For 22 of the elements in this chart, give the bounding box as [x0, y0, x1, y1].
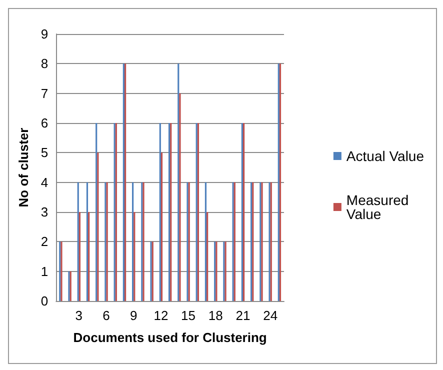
x-tick-label: 9 — [130, 308, 138, 323]
y-tick-label: 9 — [40, 26, 48, 42]
x-tick-label: 18 — [208, 308, 223, 323]
y-tick-label: 3 — [40, 204, 48, 220]
x-tick-label: 15 — [181, 308, 196, 323]
y-tick-label: 0 — [40, 294, 48, 308]
y-tick-label: 7 — [40, 86, 48, 101]
y-tick-label: 4 — [40, 174, 48, 190]
x-tick-label: 6 — [102, 308, 110, 323]
legend-label: Measured Value — [346, 192, 413, 222]
x-tick-label: 24 — [263, 308, 278, 323]
x-axis-title: Documents used for Clustering — [73, 330, 267, 345]
y-axis-title: No of cluster — [16, 128, 31, 208]
y-tick-label: 6 — [40, 116, 48, 130]
x-tick-label: 21 — [236, 308, 250, 323]
legend-label: Actual Value — [346, 148, 424, 164]
y-tick-label: 8 — [40, 56, 48, 72]
y-tick-label: 5 — [40, 145, 48, 160]
y-tick-label: 2 — [40, 234, 48, 250]
x-tick-label: 3 — [75, 308, 83, 323]
x-tick-label: 12 — [154, 308, 168, 323]
y-tick-label: 1 — [40, 264, 48, 279]
